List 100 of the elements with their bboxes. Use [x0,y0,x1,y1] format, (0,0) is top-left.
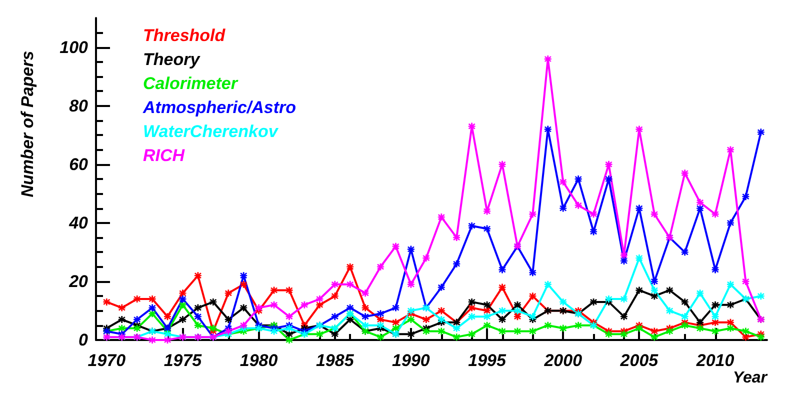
point [103,298,110,306]
point [712,328,719,335]
point [134,324,141,332]
y-tick-label: 20 [68,272,89,291]
point [134,316,141,324]
point [529,313,536,320]
point [650,210,658,218]
point [240,272,248,280]
point [407,307,414,314]
point [544,126,552,133]
point [636,204,643,212]
point [650,292,658,300]
point [316,301,324,308]
point [438,316,445,324]
point [134,296,141,303]
point [757,292,764,300]
point [712,210,719,218]
point [498,160,506,168]
point [346,263,354,270]
point [574,322,582,329]
point [636,286,643,294]
point [712,266,719,274]
y-tick-label: 60 [69,154,89,174]
point [179,316,186,324]
point [544,55,552,62]
point [514,328,521,335]
point [757,334,764,341]
point [346,280,354,288]
point [574,176,582,182]
point [560,204,567,212]
point [650,328,658,335]
point [362,322,369,329]
point [422,254,430,262]
point [194,272,202,280]
text: Atmospheric/Astro [142,98,296,117]
point [696,318,704,326]
point [118,324,126,332]
point [605,330,612,338]
point [560,324,567,332]
point [712,301,719,308]
point [148,310,156,318]
point [179,301,186,308]
point [681,298,688,306]
point [498,328,506,335]
point [438,328,445,335]
point [407,246,414,253]
point [407,316,414,324]
point [666,328,674,335]
point [726,301,734,308]
point [544,280,552,288]
point [148,296,156,303]
point [650,286,658,294]
point [270,328,278,335]
y-tick-label: 40 [68,213,89,232]
x-tick-label: 2010 [695,351,735,370]
point [666,307,674,314]
point [726,324,734,332]
point [560,178,567,186]
x-tick-label: 2005 [619,351,659,370]
x-tick-label: 1980 [240,351,278,370]
point [726,318,734,326]
point [468,304,476,312]
point [422,328,430,335]
point [210,298,217,306]
point [392,318,400,326]
point [468,330,476,338]
point [514,307,521,314]
point [498,307,506,314]
point [377,322,384,329]
point [164,313,172,320]
point [605,176,612,182]
point [346,304,354,312]
point [681,322,688,329]
point [224,290,232,297]
point [605,160,612,168]
point [331,330,338,338]
x-axis-title: Year [732,370,768,386]
text: RICH [143,146,186,165]
point [270,301,278,308]
point [286,324,293,332]
text: Theory [143,50,202,69]
point [179,290,186,297]
point [331,292,338,300]
point [377,334,384,341]
point [148,336,156,344]
point [194,304,202,312]
point [529,269,536,276]
point [590,228,598,236]
point [362,304,369,312]
point [438,214,445,221]
point [468,122,476,130]
point [696,204,704,212]
point [484,322,491,329]
point [636,126,643,133]
point [164,336,172,344]
point [377,310,384,318]
point [560,298,567,306]
point [453,324,460,332]
point [742,328,750,335]
point [681,248,688,256]
